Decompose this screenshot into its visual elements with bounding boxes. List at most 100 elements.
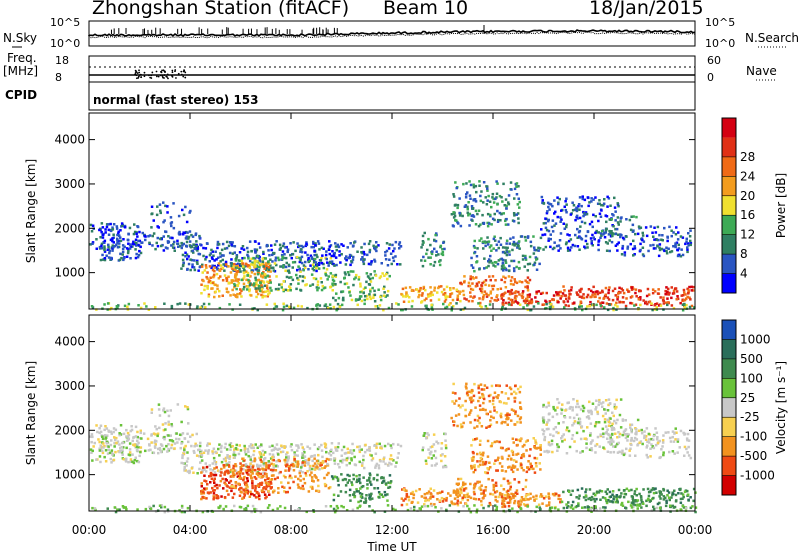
echo-cell	[425, 252, 428, 256]
echo-cell	[425, 492, 429, 495]
echo-cell	[117, 232, 120, 235]
echo-cell	[440, 290, 444, 294]
echo-cell	[136, 459, 139, 463]
echo-cell	[579, 437, 583, 441]
echo-cell	[478, 480, 481, 484]
echo-cell	[500, 293, 504, 296]
echo-cell	[591, 293, 594, 297]
echo-cell	[485, 426, 488, 429]
echo-cell	[297, 486, 300, 489]
echo-cell	[360, 492, 364, 496]
echo-cell	[481, 392, 484, 396]
echo-cell	[600, 209, 603, 212]
echo-cell	[493, 391, 497, 394]
echo-cell	[222, 263, 225, 266]
echo-cell	[491, 192, 495, 196]
echo-cell	[658, 233, 661, 237]
echo-cell	[597, 300, 600, 303]
echo-cell	[219, 264, 223, 267]
echo-cell	[596, 292, 600, 296]
echo-cell	[609, 442, 612, 445]
echo-cell	[206, 442, 210, 445]
echo-cell	[338, 254, 341, 257]
echo-cell	[401, 287, 405, 291]
echo-cell	[680, 248, 683, 251]
echo-cell	[473, 418, 477, 422]
echo-cell	[252, 263, 255, 267]
echo-cell	[505, 204, 508, 207]
echo-cell	[263, 284, 267, 287]
echo-cell	[112, 245, 115, 249]
echo-cell	[444, 439, 447, 442]
echo-cell	[505, 207, 508, 210]
echo-cell	[529, 465, 533, 469]
echo-cell	[225, 287, 228, 290]
echo-cell	[640, 237, 644, 240]
echo-cell	[334, 283, 337, 286]
echo-cell	[601, 301, 605, 304]
echo-cell	[307, 463, 310, 466]
echo-cell	[383, 444, 387, 448]
echo-cell	[684, 293, 687, 296]
echo-cell	[239, 292, 242, 295]
echo-cell	[297, 282, 300, 285]
echo-cell	[366, 487, 369, 490]
echo-cell	[467, 201, 470, 204]
echo-cell	[320, 281, 323, 284]
echo-cell	[204, 264, 208, 267]
echo-cell	[339, 261, 342, 264]
echo-cell	[436, 492, 439, 495]
echo-cell	[376, 487, 380, 490]
echo-cell	[500, 465, 504, 468]
echo-cell	[373, 444, 376, 447]
echo-cell	[121, 449, 124, 452]
echo-cell	[106, 248, 110, 251]
echo-cell	[290, 443, 293, 446]
echo-cell	[667, 287, 670, 291]
echo-cell	[633, 253, 636, 256]
echo-cell	[477, 399, 480, 403]
echo-cell	[481, 395, 484, 398]
echo-cell	[616, 442, 619, 446]
echo-cell	[281, 308, 285, 312]
echo-cell	[613, 206, 617, 209]
echo-cell	[103, 245, 106, 248]
echo-cell	[218, 289, 221, 293]
echo-cell	[676, 440, 680, 443]
echo-cell	[310, 245, 313, 249]
echo-cell	[542, 202, 546, 205]
echo-cell	[629, 228, 633, 232]
echo-cell	[430, 493, 433, 496]
echo-cell	[364, 443, 367, 447]
echo-cell	[236, 448, 239, 451]
echo-cell	[427, 499, 430, 502]
echo-cell	[503, 496, 506, 500]
echo-cell	[282, 265, 285, 268]
echo-cell	[282, 289, 285, 293]
echo-cell	[240, 491, 243, 494]
echo-cell	[595, 303, 598, 307]
echo-cell	[91, 241, 95, 244]
echo-cell	[579, 451, 582, 454]
echo-cell	[514, 392, 518, 395]
echo-cell	[566, 233, 569, 236]
echo-cell	[670, 234, 673, 238]
echo-cell	[210, 248, 213, 252]
echo-cell	[541, 201, 544, 205]
echo-cell	[522, 469, 525, 472]
echo-cell	[541, 502, 544, 505]
echo-cell	[261, 260, 265, 263]
echo-cell	[195, 244, 198, 248]
echo-cell	[542, 432, 545, 436]
echo-cell	[383, 490, 387, 494]
echo-cell	[244, 481, 247, 484]
echo-cell	[655, 238, 658, 242]
echo-cell	[441, 490, 444, 493]
echo-cell	[363, 466, 366, 470]
echo-cell	[601, 401, 605, 404]
echo-cell	[358, 450, 362, 454]
echo-cell	[203, 487, 206, 490]
echo-cell	[357, 500, 360, 504]
echo-cell	[296, 483, 300, 486]
echo-cell	[151, 212, 154, 215]
